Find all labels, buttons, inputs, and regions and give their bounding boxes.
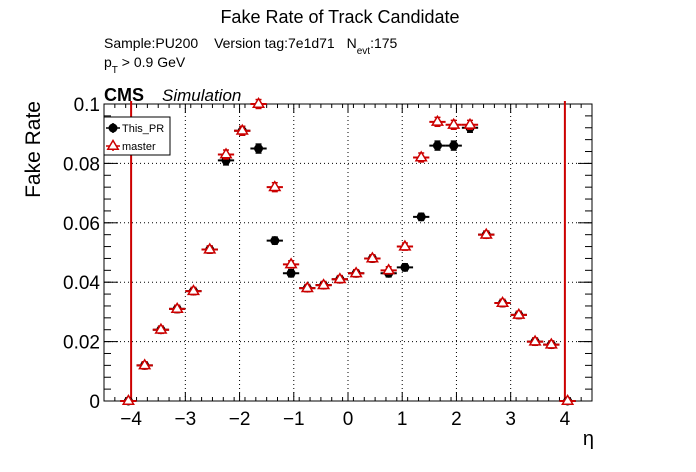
data-point bbox=[414, 150, 428, 162]
x-tick-label: −3 bbox=[174, 409, 196, 430]
y-tick-label: 0 bbox=[89, 392, 100, 413]
data-point bbox=[463, 117, 477, 129]
pt-subscript: T bbox=[112, 65, 118, 76]
y-tick-label: 0.08 bbox=[63, 154, 100, 175]
data-point bbox=[561, 394, 575, 406]
data-point bbox=[398, 239, 412, 251]
data-point bbox=[300, 281, 314, 293]
x-tick-label: 0 bbox=[343, 409, 354, 430]
data-point bbox=[284, 257, 298, 269]
data-point bbox=[170, 301, 184, 313]
data-point bbox=[333, 272, 347, 284]
data-point bbox=[528, 334, 542, 346]
data-point bbox=[219, 147, 233, 159]
y-tick-label: 0.04 bbox=[63, 273, 100, 294]
cms-label: CMS bbox=[104, 85, 144, 105]
y-tick-label: 0.06 bbox=[63, 214, 100, 235]
data-point bbox=[479, 227, 493, 239]
data-point bbox=[251, 97, 266, 109]
x-tick-label: −2 bbox=[229, 409, 251, 430]
sample-info: Sample:PU200 Version tag:7e1d71 Nevt:175 bbox=[104, 35, 398, 57]
data-point bbox=[235, 123, 249, 135]
x-tick-label: 3 bbox=[505, 409, 516, 430]
data-point bbox=[154, 322, 168, 334]
pt-value: > 0.9 GeV bbox=[118, 54, 186, 70]
y-tick-labels: 0 0.02 0.04 0.06 0.08 0.1 bbox=[63, 95, 100, 413]
nevt-subscript: evt bbox=[357, 46, 371, 57]
grid-lines bbox=[104, 104, 592, 401]
y-tick-label: 0.02 bbox=[63, 333, 100, 354]
data-point bbox=[400, 262, 410, 272]
x-tick-label: −1 bbox=[283, 409, 305, 430]
legend-entry: master bbox=[106, 139, 156, 153]
y-tick-label: 0.1 bbox=[74, 95, 100, 116]
legend-marker bbox=[106, 139, 120, 151]
data-point bbox=[432, 141, 442, 151]
pt-label: p bbox=[104, 54, 112, 70]
legend-label: This_PR bbox=[122, 123, 164, 135]
x-tick-label: 2 bbox=[451, 409, 462, 430]
data-point bbox=[254, 144, 264, 154]
version-tag-label: Version tag:7e1d71 bbox=[214, 35, 335, 51]
data-point bbox=[544, 337, 558, 349]
nevt-label: N bbox=[347, 35, 357, 51]
data-point bbox=[512, 307, 526, 319]
data-point bbox=[365, 251, 379, 263]
cms-simulation-label: Simulation bbox=[162, 86, 241, 105]
data-point bbox=[268, 180, 282, 192]
data-point bbox=[270, 236, 280, 246]
legend-entry: This_PR bbox=[106, 123, 164, 135]
data-point bbox=[416, 212, 426, 222]
data-point bbox=[430, 114, 445, 126]
data-point bbox=[495, 296, 510, 308]
data-point bbox=[203, 242, 217, 254]
chart-title: Fake Rate of Track Candidate bbox=[220, 7, 459, 27]
data-point bbox=[349, 266, 363, 278]
data-point bbox=[382, 263, 396, 275]
data-point bbox=[121, 394, 135, 406]
x-tick-label: 1 bbox=[397, 409, 408, 430]
y-axis-title: Fake Rate bbox=[22, 101, 45, 198]
data-point bbox=[138, 358, 152, 370]
x-tick-label: −4 bbox=[120, 409, 142, 430]
data-point bbox=[447, 117, 461, 129]
series-master bbox=[120, 97, 576, 406]
data-point bbox=[286, 268, 296, 278]
x-axis-title: η bbox=[583, 428, 594, 450]
data-point bbox=[317, 278, 331, 290]
legend-label: master bbox=[122, 141, 156, 153]
data-point bbox=[186, 284, 201, 296]
x-tick-labels: −4 −3 −2 −1 0 1 2 3 4 bbox=[120, 409, 570, 430]
pt-cut-info: pT > 0.9 GeV bbox=[104, 54, 186, 76]
nevt-value: :175 bbox=[370, 35, 397, 51]
legend-marker bbox=[108, 123, 118, 133]
data-point bbox=[449, 141, 459, 151]
x-tick-label: 4 bbox=[560, 409, 571, 430]
data-series bbox=[120, 97, 576, 406]
sample-label: Sample:PU200 bbox=[104, 35, 198, 51]
